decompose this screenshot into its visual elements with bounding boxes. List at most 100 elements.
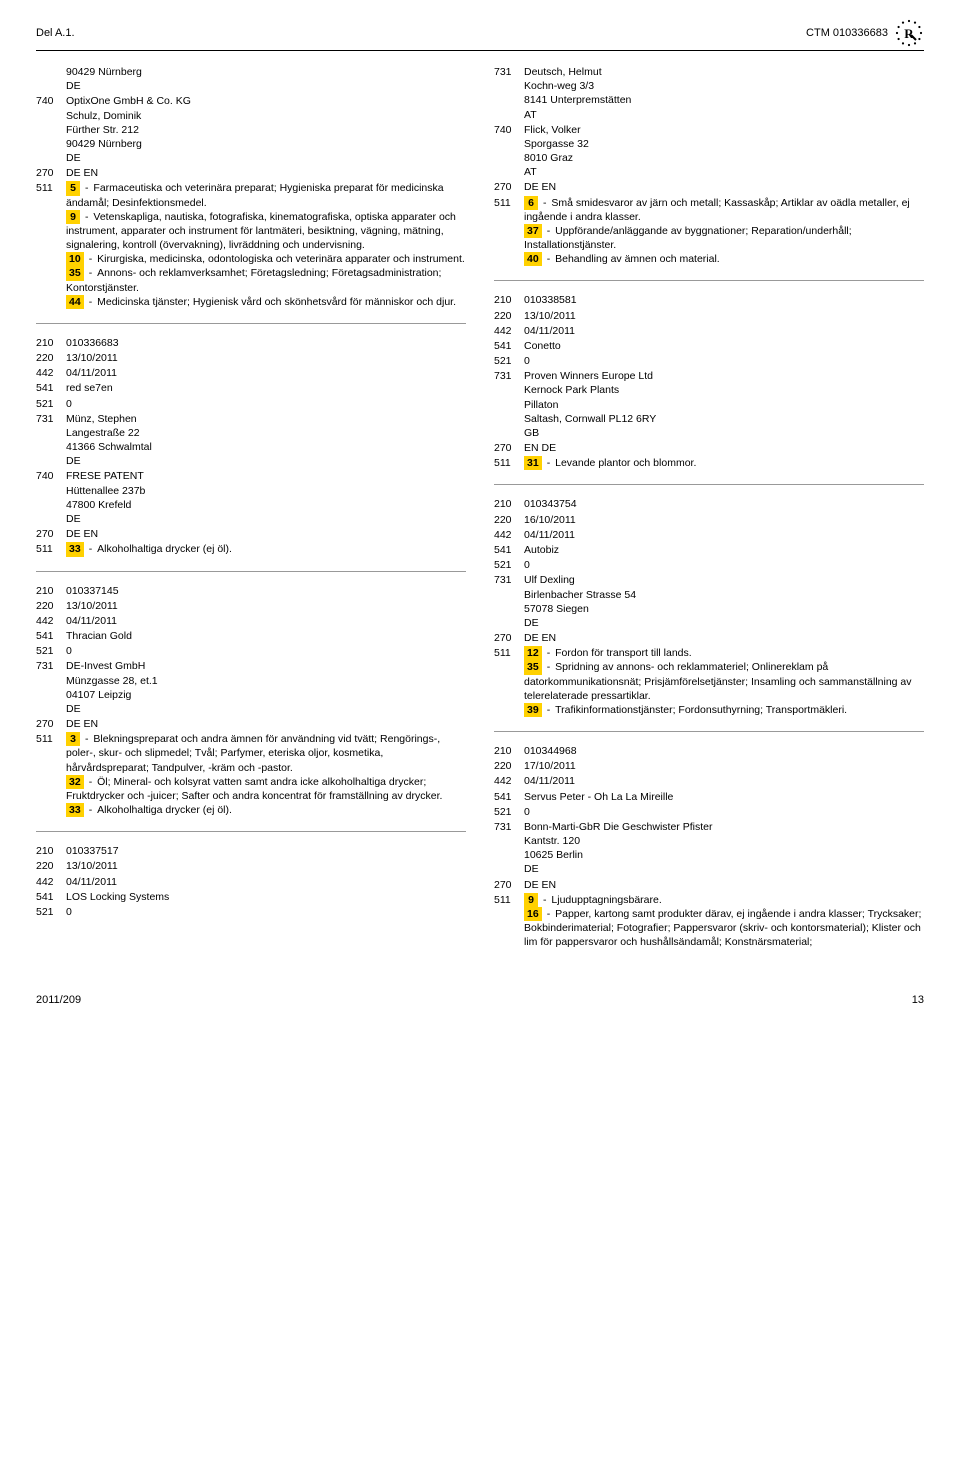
value-line: 13/10/2011 — [524, 309, 924, 323]
value-line: Servus Peter - Oh La La Mireille — [524, 790, 924, 804]
field-row: 90429 NürnbergDE — [36, 65, 466, 93]
field-value: Proven Winners Europe LtdKernock Park Pl… — [524, 369, 924, 440]
field-row: 210010336683 — [36, 336, 466, 350]
value-line: DE EN — [66, 527, 466, 541]
field-row: 22017/10/2011 — [494, 759, 924, 773]
class-text: Papper, kartong samt produkter därav, ej… — [524, 908, 921, 948]
class-text: Levande plantor och blommor. — [555, 457, 696, 469]
field-value: 04/11/2011 — [524, 528, 924, 542]
value-line: 04/11/2011 — [66, 875, 466, 889]
field-value: DE EN — [524, 180, 924, 194]
field-code: 220 — [36, 599, 66, 613]
value-line: 010337145 — [66, 584, 466, 598]
value-line: 04/11/2011 — [524, 324, 924, 338]
class-text: Små smidesvaror av järn och metall; Kass… — [524, 197, 910, 223]
trademark-record: 731Deutsch, HelmutKochn-weg 3/38141 Unte… — [494, 65, 924, 266]
value-line: DE — [524, 862, 924, 876]
class-text: Blekningspreparat och andra ämnen för an… — [66, 733, 440, 773]
record-separator — [494, 731, 924, 732]
value-line: Hüttenallee 237b — [66, 484, 466, 498]
value-line: 57078 Siegen — [524, 602, 924, 616]
field-code: 442 — [494, 324, 524, 338]
class-number-highlight: 16 — [524, 907, 542, 921]
field-code: 442 — [36, 614, 66, 628]
class-number-highlight: 39 — [524, 703, 542, 717]
value-line: Fürther Str. 212 — [66, 123, 466, 137]
value-line: red se7en — [66, 381, 466, 395]
field-row: 270EN DE — [494, 441, 924, 455]
content-columns: 90429 NürnbergDE740OptixOne GmbH & Co. K… — [36, 65, 924, 963]
class-entry: 5- Farmaceutiska och veterinära preparat… — [66, 181, 466, 209]
field-row: 210010344968 — [494, 744, 924, 758]
footer-left: 2011/209 — [36, 993, 81, 1008]
field-row: 5210 — [36, 905, 466, 919]
value-line: AT — [524, 165, 924, 179]
value-line: Conetto — [524, 339, 924, 353]
class-number-highlight: 9 — [524, 893, 538, 907]
value-line: DE EN — [66, 166, 466, 180]
value-line: 04107 Leipzig — [66, 688, 466, 702]
field-code: 511 — [494, 893, 524, 907]
field-code: 210 — [494, 744, 524, 758]
value-line: OptixOne GmbH & Co. KG — [66, 94, 466, 108]
value-line: DE — [66, 702, 466, 716]
field-code: 521 — [36, 905, 66, 919]
value-line: Bonn-Marti-GbR Die Geschwister Pfister — [524, 820, 924, 834]
field-code: 210 — [36, 844, 66, 858]
value-line: 0 — [524, 558, 924, 572]
trademark-record: 90429 NürnbergDE740OptixOne GmbH & Co. K… — [36, 65, 466, 309]
value-line: Saltash, Cornwall PL12 6RY — [524, 412, 924, 426]
class-entry: 44- Medicinska tjänster; Hygienisk vård … — [66, 295, 466, 309]
field-row: 210010338581 — [494, 293, 924, 307]
class-text: Kirurgiska, medicinska, odontologiska oc… — [97, 253, 465, 265]
dash: - — [547, 225, 553, 237]
field-row: 44204/11/2011 — [494, 774, 924, 788]
dash: - — [547, 253, 553, 265]
field-row: 270DE EN — [36, 166, 466, 180]
field-row: 51112- Fordon för transport till lands.3… — [494, 646, 924, 717]
field-code: 511 — [494, 456, 524, 470]
field-row: 22013/10/2011 — [36, 351, 466, 365]
field-value: 010337145 — [66, 584, 466, 598]
field-code: 731 — [494, 369, 524, 383]
value-line: Kernock Park Plants — [524, 383, 924, 397]
class-text: Vetenskapliga, nautiska, fotografiska, k… — [66, 211, 456, 251]
field-value: 04/11/2011 — [66, 875, 466, 889]
field-value: 010336683 — [66, 336, 466, 350]
value-line: DE — [66, 151, 466, 165]
field-value: 0 — [524, 805, 924, 819]
field-code: 270 — [494, 180, 524, 194]
value-line: Proven Winners Europe Ltd — [524, 369, 924, 383]
field-row: 5210 — [494, 805, 924, 819]
field-code: 270 — [36, 717, 66, 731]
field-value: 90429 NürnbergDE — [66, 65, 466, 93]
value-line: 90429 Nürnberg — [66, 137, 466, 151]
class-entry: 31- Levande plantor och blommor. — [524, 456, 924, 470]
dash: - — [547, 661, 553, 673]
field-value: 0 — [66, 644, 466, 658]
value-line: 13/10/2011 — [66, 351, 466, 365]
class-number-highlight: 33 — [66, 542, 84, 556]
value-line: DE EN — [524, 878, 924, 892]
field-row: 5210 — [36, 644, 466, 658]
class-number-highlight: 6 — [524, 196, 538, 210]
trademark-record: 21001033668322013/10/201144204/11/201154… — [36, 336, 466, 557]
field-code: 740 — [36, 469, 66, 483]
field-value: Bonn-Marti-GbR Die Geschwister PfisterKa… — [524, 820, 924, 877]
field-code: 541 — [36, 890, 66, 904]
field-value: DE EN — [66, 166, 466, 180]
field-code: 210 — [494, 497, 524, 511]
field-code: 210 — [494, 293, 524, 307]
dash: - — [85, 211, 91, 223]
value-line: 17/10/2011 — [524, 759, 924, 773]
class-text: Alkoholhaltiga drycker (ej öl). — [97, 804, 232, 816]
field-code: 521 — [36, 397, 66, 411]
class-entry: 32- Öl; Mineral- och kolsyrat vatten sam… — [66, 775, 466, 803]
field-code: 521 — [494, 805, 524, 819]
value-line: 8141 Unterpremstätten — [524, 93, 924, 107]
class-entry: 33- Alkoholhaltiga drycker (ej öl). — [66, 542, 466, 556]
field-row: 44204/11/2011 — [36, 875, 466, 889]
field-value: 13/10/2011 — [524, 309, 924, 323]
value-line: Münzgasse 28, et.1 — [66, 674, 466, 688]
field-value: 010338581 — [524, 293, 924, 307]
